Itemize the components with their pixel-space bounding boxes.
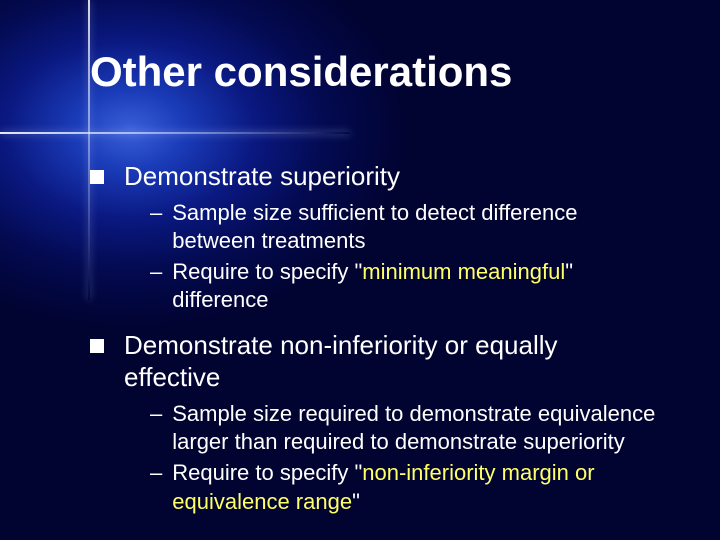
sub-text: Require to specify "minimum meaningful" … [172,258,660,315]
dash-icon: – [150,459,162,488]
bullet-text: Demonstrate non-inferiority or equally e… [124,329,660,394]
dash-icon: – [150,400,162,429]
bullet-item: Demonstrate non-inferiority or equally e… [90,329,660,394]
slide-content: Demonstrate superiority – Sample size su… [90,160,660,530]
sub-text: Sample size required to demonstrate equi… [172,400,660,457]
sub-item: – Sample size required to demonstrate eq… [150,400,660,457]
bullet-item: Demonstrate superiority [90,160,660,193]
square-bullet-icon [90,339,104,353]
sub-text: Sample size sufficient to detect differe… [172,199,660,256]
sub-text: Require to specify "non-inferiority marg… [172,459,660,516]
slide-title: Other considerations [90,48,512,96]
dash-icon: – [150,199,162,228]
sub-item: – Require to specify "minimum meaningful… [150,258,660,315]
sub-list: – Sample size sufficient to detect diffe… [150,199,660,315]
sub-list: – Sample size required to demonstrate eq… [150,400,660,516]
sub-item: – Require to specify "non-inferiority ma… [150,459,660,516]
bullet-text: Demonstrate superiority [124,160,400,193]
sub-item: – Sample size sufficient to detect diffe… [150,199,660,256]
lens-flare-horizontal [0,132,350,134]
dash-icon: – [150,258,162,287]
square-bullet-icon [90,170,104,184]
